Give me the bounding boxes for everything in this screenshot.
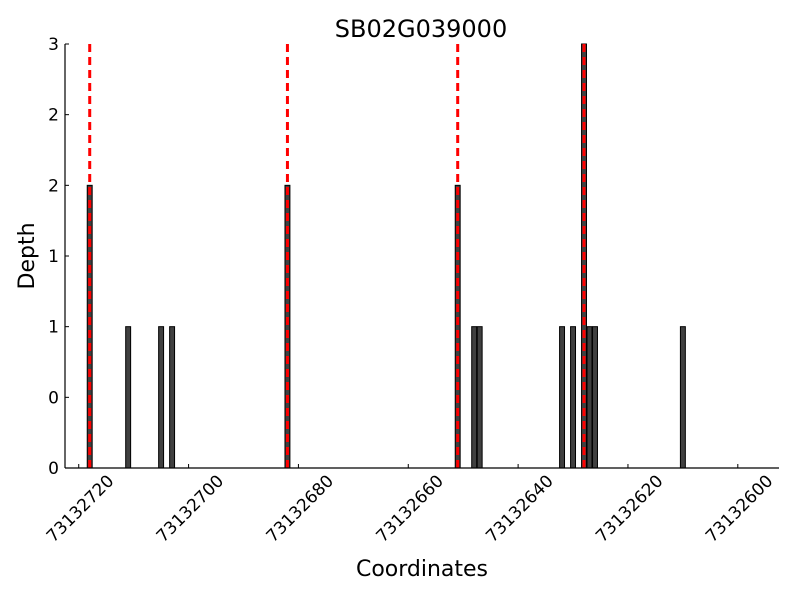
x-tick-label: 73132700 [153,471,228,546]
depth-bar [169,326,176,469]
depth-bar [471,326,478,469]
y-axis-label: Depth [15,222,40,289]
x-tick-label: 73132640 [482,471,557,546]
depth-bar [559,326,566,469]
x-tick-label: 73132660 [372,471,447,546]
x-tick-label: 73132620 [592,471,667,546]
y-tick-label: 3 [48,35,59,55]
depth-bar [158,326,165,469]
depth-bar [476,326,483,469]
x-axis-label: Coordinates [356,557,488,582]
depth-bar [125,326,132,469]
y-ticks: 0 0 1 1 2 2 3 [48,35,69,479]
depth-bar [586,326,593,469]
depth-bar [592,326,598,469]
x-tick-label: 73132720 [43,471,118,546]
y-tick-label: 1 [48,247,59,267]
marker-lines-layer [88,44,586,468]
y-tick-label: 2 [48,176,59,196]
y-tick-label: 0 [48,459,59,479]
x-tick-label: 73132600 [702,471,777,546]
y-tick-label: 2 [48,106,59,126]
bars-layer [86,43,686,469]
y-tick-label: 1 [48,318,59,338]
depth-bar [570,326,577,469]
x-tick-label: 73132680 [263,471,338,546]
x-ticks: 73132720 73132700 73132680 73132660 73132640… [43,464,777,547]
y-tick-label: 0 [48,388,59,408]
chart-title: SB02G039000 [335,15,507,43]
depth-bar [679,326,686,469]
